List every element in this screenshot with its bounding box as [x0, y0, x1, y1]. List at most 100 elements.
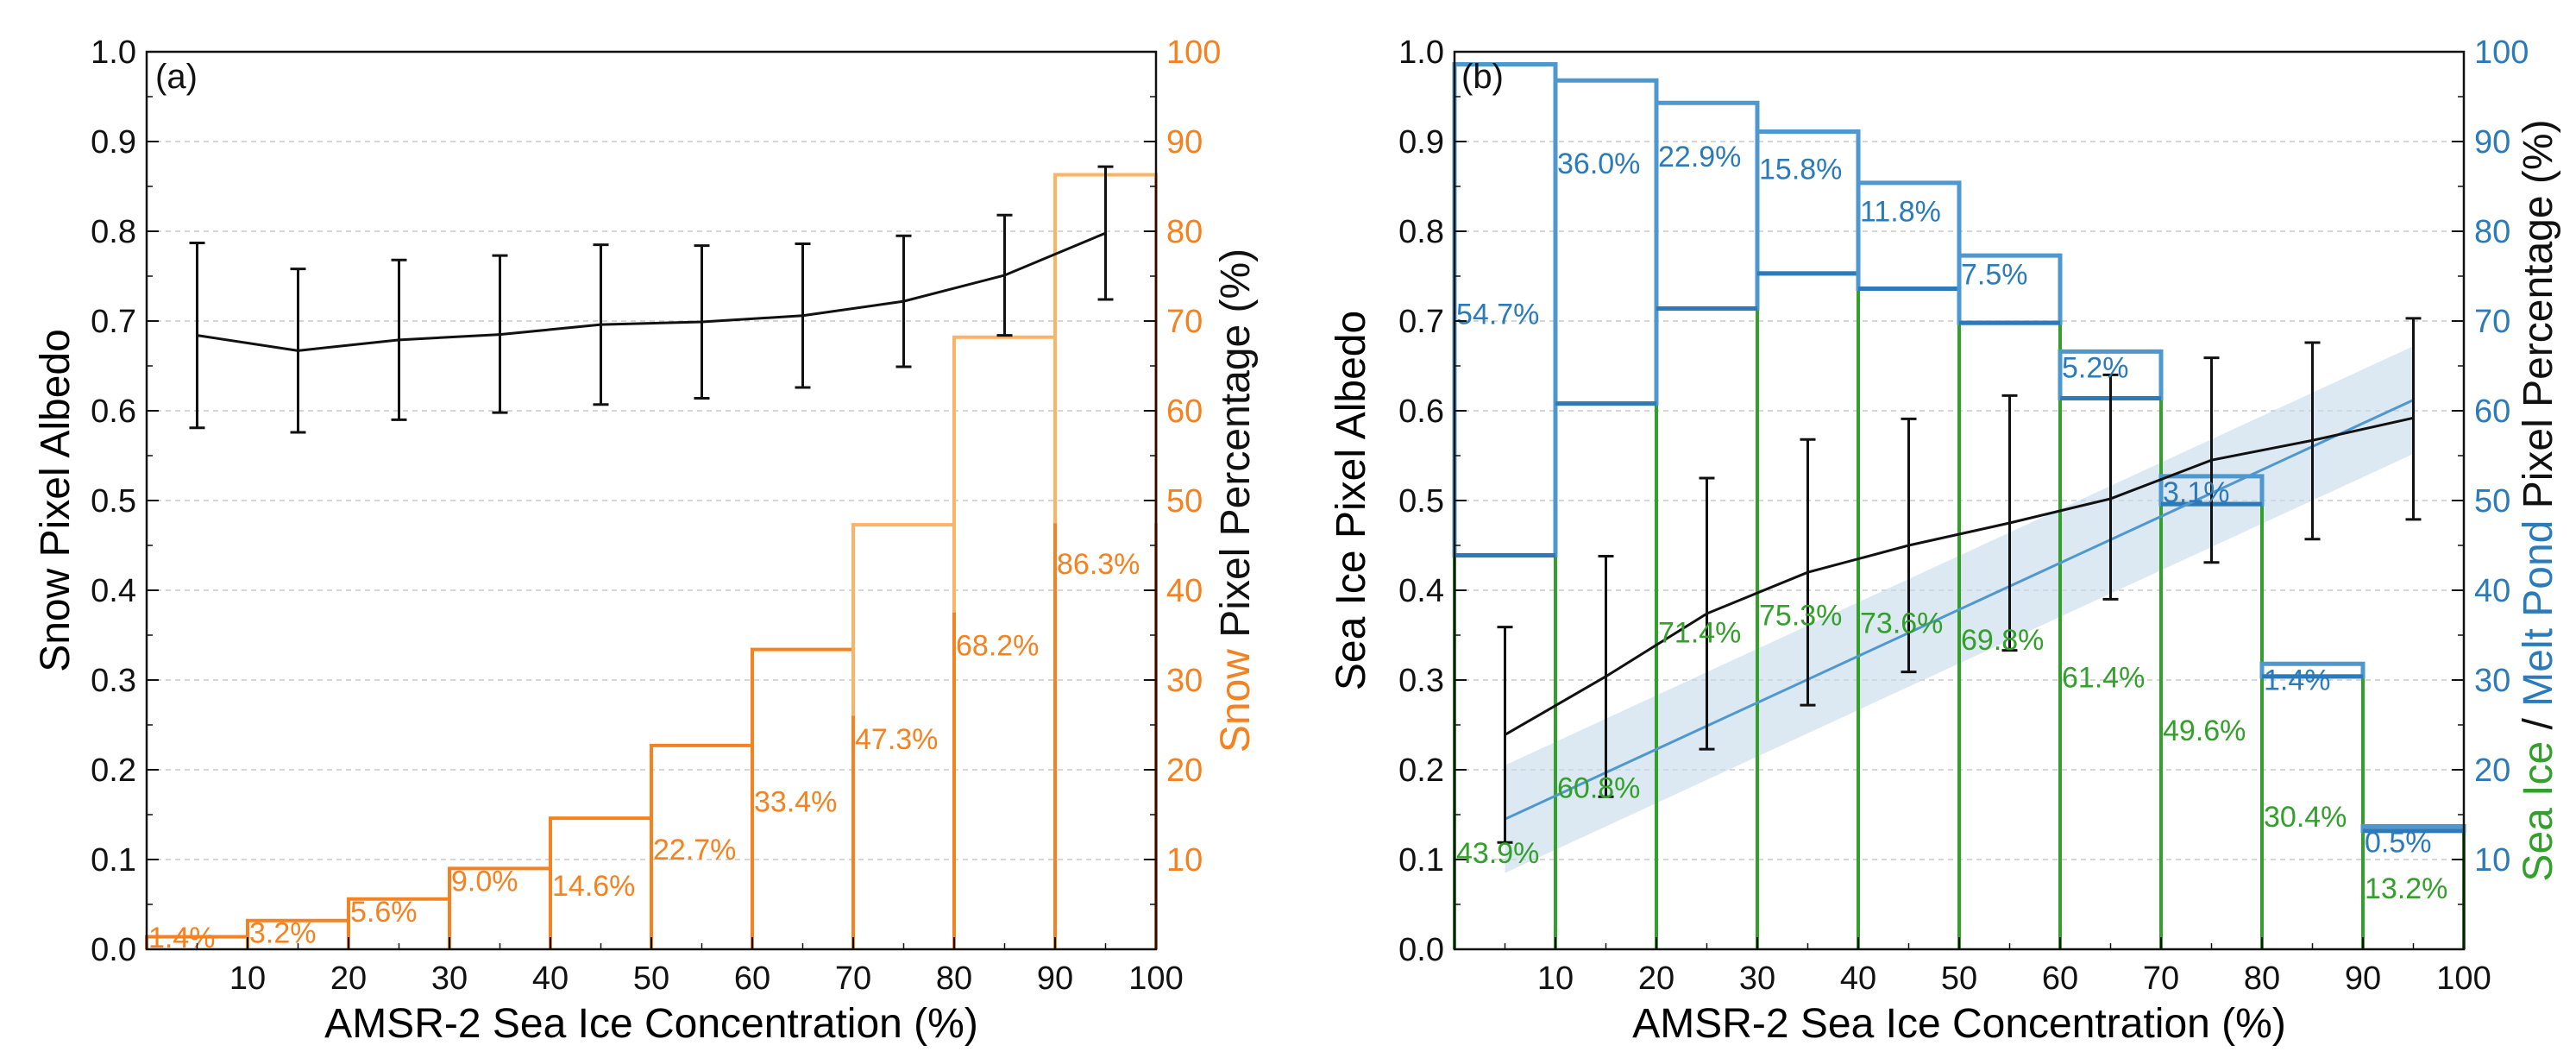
- y-tick-label: 0.3: [91, 663, 136, 699]
- fit-line: [1504, 399, 2415, 821]
- y2-tick-label: 80: [2474, 214, 2510, 250]
- y2-tick-label: 100: [1166, 35, 1221, 71]
- melt-pond-percentage-label: 22.9%: [1658, 141, 1741, 173]
- x-tick-label: 20: [1638, 960, 1674, 997]
- melt-pond-percentage-label: 5.2%: [2062, 351, 2129, 384]
- y-axis-label-b: Sea Ice Pixel Albedo: [1329, 311, 1374, 690]
- x-tick-label: 100: [2436, 960, 2491, 997]
- y-axis-ticks-b: 0.0 0.1 0.2 0.3 0.4 0.5 0.6 0.7 0.8 0.9 1.0: [1398, 35, 1467, 968]
- y2-axis-ticks-b: 10 20 30 40 50 60 70 80 90 100: [2452, 35, 2529, 905]
- snow-percentage-label: 33.4%: [754, 785, 837, 818]
- panel-tag-a: (a): [155, 58, 198, 96]
- y-tick-label: 0.1: [1398, 842, 1444, 879]
- y2-tick-label: 90: [1166, 124, 1203, 161]
- snow-percentage-label: 86.3%: [1057, 548, 1140, 581]
- x-tick-label: 40: [1840, 960, 1876, 997]
- x-tick-label: 30: [431, 960, 468, 997]
- sea-ice-percentage-label: 60.8%: [1557, 771, 1640, 804]
- sea-ice-percentage-labels: 43.9% 60.8% 71.4% 75.3% 73.6% 69.8% 61.4% 49.6%…: [1456, 599, 2447, 905]
- melt-pond-percentage-label: 11.8%: [1860, 196, 1941, 229]
- y-tick-label: 0.4: [91, 573, 136, 609]
- y2-axis-label-rest-part: Pixel Percentage (%): [2516, 119, 2561, 520]
- x-tick-label: 80: [936, 960, 972, 997]
- y2-tick-label: 10: [2474, 842, 2510, 879]
- y2-tick-label: 50: [1166, 483, 1203, 520]
- y-tick-label: 0.5: [91, 483, 136, 520]
- melt-pond-percentage-label: 7.5%: [1961, 259, 2028, 292]
- melt-pond-percentage-label: 1.4%: [2264, 664, 2331, 696]
- y2-tick-label: 70: [1166, 304, 1203, 340]
- x-tick-label: 60: [734, 960, 770, 997]
- y-axis-ticks-a: 0.0 0.1 0.2 0.3 0.4 0.5 0.6 0.7 0.8 0.9 1.0: [91, 35, 159, 968]
- x-tick-label: 90: [1037, 960, 1073, 997]
- y2-tick-label: 30: [1166, 663, 1203, 699]
- y2-tick-label: 80: [1166, 214, 1203, 250]
- x-tick-label: 10: [1537, 960, 1574, 997]
- y2-tick-label: 100: [2474, 35, 2529, 71]
- sea-ice-percentage-label: 49.6%: [2163, 715, 2246, 747]
- x-tick-label: 60: [2042, 960, 2078, 997]
- y2-tick-label: 30: [2474, 663, 2510, 699]
- melt-pond-percentage-label: 36.0%: [1557, 148, 1640, 180]
- x-tick-label: 20: [330, 960, 367, 997]
- sea-ice-percentage-label: 30.4%: [2264, 801, 2347, 834]
- y2-axis-label-rest-part: Pixel Percentage (%): [1213, 249, 1259, 649]
- melt-pond-percentage-label: 54.7%: [1456, 299, 1539, 331]
- y2-tick-label: 20: [2474, 753, 2510, 789]
- melt-pond-percentage-label: 15.8%: [1759, 154, 1842, 186]
- y-tick-label: 0.0: [1398, 932, 1444, 968]
- x-tick-label: 40: [532, 960, 569, 997]
- y2-tick-label: 40: [2474, 573, 2510, 609]
- y2-tick-label: 90: [2474, 124, 2510, 161]
- x-axis-ticks-a: 10 20 30 40 50 60 70 80 90 100: [196, 937, 1184, 997]
- y2-tick-label: 60: [1166, 394, 1203, 430]
- fit-line-series: [1504, 399, 2415, 821]
- snow-percentage-label: 5.6%: [350, 896, 418, 929]
- y-tick-label: 1.0: [91, 35, 136, 71]
- y2-tick-label: 20: [1166, 753, 1203, 789]
- panel-a: 1.4% 3.2%5.6%9.0% 14.6%22.7%33.4%47.3%68.2…: [33, 35, 1259, 1047]
- y2-axis-label-ice-part: Sea Ice: [2516, 741, 2561, 882]
- x-tick-label: 30: [1739, 960, 1775, 997]
- y2-tick-label: 10: [1166, 842, 1203, 879]
- x-tick-label: 50: [1941, 960, 1977, 997]
- y2-axis-label-pond-part: Melt Pond: [2516, 520, 2561, 707]
- sea-ice-percentage-label: 71.4%: [1658, 617, 1741, 650]
- y-tick-label: 0.6: [1398, 394, 1444, 430]
- melt-pond-percentage-label: 3.1%: [2163, 476, 2230, 509]
- snow-percentage-label: 22.7%: [653, 834, 736, 866]
- y-tick-label: 0.1: [91, 842, 136, 879]
- y2-tick-label: 50: [2474, 483, 2510, 520]
- x-axis-ticks-b: 10 20 30 40 50 60 70 80 90 100: [1504, 937, 2491, 997]
- y-tick-label: 0.7: [91, 304, 136, 340]
- melt-pond-percentage-labels: 54.7% 36.0% 22.9% 15.8% 11.8% 7.5% 5.2% 3.1% 1.4…: [1456, 141, 2432, 860]
- y-tick-label: 0.3: [1398, 663, 1444, 699]
- snow-percentage-label: 68.2%: [956, 629, 1039, 662]
- y2-axis-ticks-a: 10 20 30 40 50 60 70 80 90 100: [1144, 35, 1221, 905]
- y-tick-label: 0.2: [91, 753, 136, 789]
- y2-tick-label: 70: [2474, 304, 2510, 340]
- y-tick-label: 0.9: [91, 124, 136, 161]
- sea-ice-albedo-line: [1504, 416, 2414, 736]
- y2-axis-label-a: Snow Pixel Percentage (%): [1213, 249, 1259, 753]
- snow-percentage-label: 14.6%: [552, 870, 635, 903]
- y-tick-label: 0.2: [1398, 753, 1444, 789]
- sea-ice-percentage-label: 73.6%: [1860, 607, 1943, 639]
- x-axis-label-b: AMSR-2 Sea Ice Concentration (%): [1632, 1001, 2286, 1047]
- panel-tag-b: (b): [1461, 58, 1504, 96]
- y2-axis-label-snow-part: Snow: [1213, 649, 1259, 753]
- x-tick-label: 80: [2244, 960, 2280, 997]
- x-tick-label: 70: [835, 960, 871, 997]
- sea-ice-percentage-label: 69.8%: [1961, 624, 2044, 657]
- y-tick-label: 0.8: [91, 214, 136, 250]
- panel-b: 43.9% 60.8% 71.4% 75.3% 73.6% 69.8% 61.4% 49.6%…: [1329, 35, 2561, 1047]
- melt-pond-percentage-label: 0.5%: [2365, 827, 2432, 860]
- snow-albedo-series: [189, 165, 1114, 434]
- melt-pond-percentage-bars: [1452, 62, 2466, 834]
- y-axis-label-a: Snow Pixel Albedo: [33, 329, 79, 672]
- x-tick-label: 100: [1128, 960, 1183, 997]
- y-tick-label: 0.9: [1398, 124, 1444, 161]
- sea-ice-percentage-label: 61.4%: [2062, 662, 2145, 695]
- x-tick-label: 10: [229, 960, 266, 997]
